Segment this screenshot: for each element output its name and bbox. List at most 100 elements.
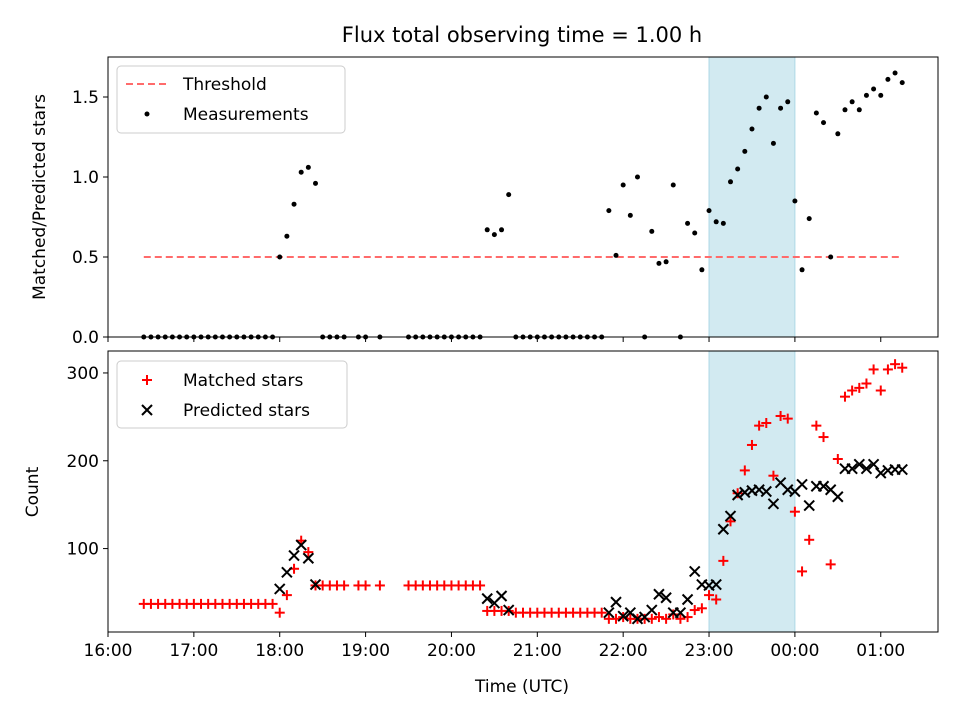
x-tick-label: 23:00	[685, 641, 734, 661]
predicted-stars-legend-label: Predicted stars	[183, 401, 310, 421]
predicted-star-point	[274, 583, 286, 595]
predicted-star-point	[302, 552, 315, 564]
x-axis-label: Time (UTC)	[474, 677, 569, 697]
matched-star-point	[839, 391, 850, 402]
bottom-y-tick-label: 300	[67, 364, 99, 384]
measurement-point	[663, 259, 669, 265]
matched-star-point	[739, 465, 750, 476]
matched-star-point	[761, 418, 772, 429]
top-y-axis-label: Matched/Predicted stars	[30, 94, 50, 300]
measurement-point	[656, 260, 662, 266]
predicted-star-point	[853, 458, 866, 470]
x-tick-label: 00:00	[770, 641, 819, 661]
top-y-tick-label: 1.0	[72, 168, 99, 188]
top-y-tick-label: 0.5	[72, 248, 99, 268]
matched-star-point	[360, 580, 371, 591]
predicted-star-point	[867, 458, 880, 470]
bottom-panel: Count Time (UTC) 100 200 300 16:00 17:00 18:0…	[23, 350, 939, 697]
measurement-point	[606, 208, 612, 214]
measurement-point	[878, 92, 884, 98]
measurements-legend-label: Measurements	[183, 105, 309, 125]
predicted-star-point	[681, 593, 694, 606]
measurement-point	[484, 227, 490, 233]
bottom-series-1	[138, 359, 908, 624]
matched-star-point	[804, 534, 815, 545]
measurement-point	[885, 76, 891, 82]
matched-stars-legend-marker	[142, 375, 152, 385]
measurement-point	[685, 220, 691, 226]
predicted-star-point	[724, 510, 737, 522]
measurement-point	[313, 180, 318, 186]
matched-star-point	[768, 470, 779, 481]
predicted-star-point	[674, 606, 687, 619]
matched-star-point	[732, 488, 743, 499]
predicted-star-point	[689, 565, 701, 578]
measurement-point	[720, 220, 726, 226]
top-panel: Flux total observing time = 1.00 h Match…	[30, 23, 939, 348]
predicted-star-point	[617, 610, 629, 622]
matched-star-point	[818, 432, 829, 443]
measurement-point	[763, 94, 769, 100]
measurement-point	[613, 252, 619, 258]
matched-star-point	[746, 439, 757, 450]
matched-star-point	[882, 364, 893, 375]
measurement-point	[277, 254, 283, 260]
measurement-point	[298, 169, 304, 175]
predicted-star-point	[817, 480, 830, 492]
measurement-point	[792, 198, 798, 204]
matched-star-point	[696, 603, 707, 614]
predicted-star-point	[603, 606, 615, 619]
measurement-point	[692, 230, 698, 236]
bottom-series-2	[274, 458, 908, 625]
top-highlight-span	[708, 56, 796, 338]
measurement-point	[728, 179, 733, 185]
measurement-point	[899, 80, 905, 86]
matched-star-point	[797, 566, 808, 577]
matched-star-point	[475, 580, 486, 591]
matched-star-point	[775, 410, 786, 421]
matched-stars-legend-label: Matched stars	[183, 371, 303, 391]
measurement-point	[634, 174, 640, 180]
measurement-point	[785, 99, 791, 105]
bottom-axes-frame	[107, 350, 939, 633]
measurement-point	[699, 267, 705, 273]
measurement-point	[713, 219, 719, 225]
matched-star-point	[689, 605, 700, 616]
matched-star-point	[281, 590, 292, 601]
threshold-legend-label: Threshold	[182, 75, 267, 95]
matched-star-point	[646, 613, 657, 624]
measurement-point	[871, 86, 877, 92]
predicted-star-point	[610, 596, 622, 608]
bottom-y-tick-label: 200	[67, 452, 99, 472]
x-tick-label: 16:00	[84, 641, 133, 661]
measurement-point	[863, 92, 869, 98]
matched-star-point	[789, 506, 800, 517]
matched-star-point	[274, 607, 285, 618]
predicted-star-point	[295, 539, 307, 551]
predicted-star-point	[832, 491, 844, 503]
predicted-star-point	[860, 462, 873, 475]
predicted-star-point	[288, 549, 300, 562]
measurement-point	[742, 148, 748, 154]
predicted-star-point	[717, 523, 730, 535]
bottom-legend: Matched stars Predicted stars	[116, 360, 348, 429]
predicted-star-point	[767, 498, 780, 510]
measurement-point	[813, 110, 819, 116]
measurement-point	[735, 166, 741, 172]
top-legend-box	[116, 65, 346, 134]
matched-star-point	[711, 594, 722, 605]
predicted-star-point	[309, 578, 322, 591]
measurement-point	[284, 233, 290, 239]
matched-star-point	[861, 378, 872, 389]
predicted-star-point	[653, 588, 665, 600]
measurement-point	[649, 228, 655, 234]
top-legend: Threshold Measurements	[116, 65, 346, 134]
measurement-point	[756, 105, 762, 111]
predicted-star-point	[660, 592, 672, 604]
predicted-star-point	[875, 467, 887, 479]
bottom-y-axis-label: Count	[23, 466, 43, 517]
top-axes-frame	[107, 56, 939, 338]
x-tick-label: 19:00	[341, 641, 390, 661]
x-tick-label: 20:00	[427, 641, 476, 661]
x-tick-label: 01:00	[856, 641, 905, 661]
